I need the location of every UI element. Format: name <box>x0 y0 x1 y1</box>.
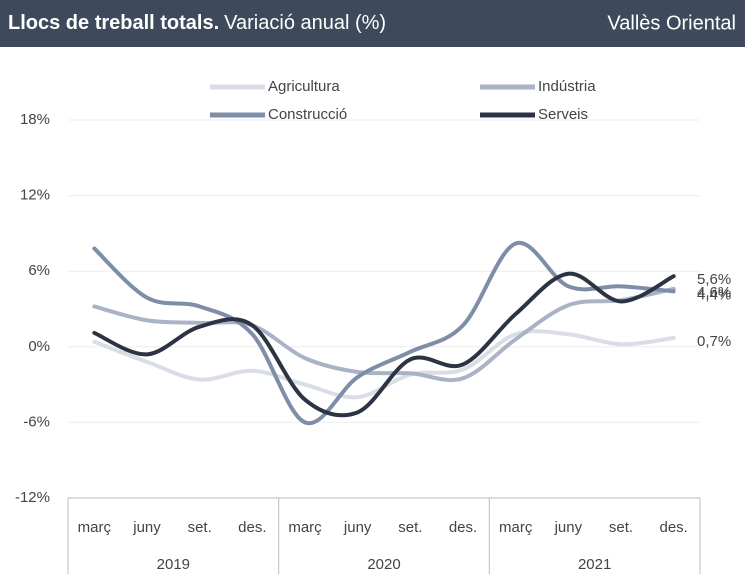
x-tick-label: des. <box>659 519 687 536</box>
x-tick-label: set. <box>188 519 212 536</box>
x-tick-label: des. <box>449 519 477 536</box>
y-tick-label: -12% <box>15 489 50 506</box>
region: Vallès Oriental <box>607 12 736 34</box>
y-tick-label: -6% <box>23 413 50 430</box>
y-tick-label: 6% <box>28 262 50 279</box>
series-line <box>92 271 676 418</box>
series-line <box>92 240 676 426</box>
x-tick-label: set. <box>398 519 422 536</box>
header-text: Llocs de treball totals. Variació anual (… <box>8 12 386 34</box>
value-label: 4,6% <box>697 284 731 301</box>
x-tick-label: març <box>499 519 533 536</box>
x-tick-label: març <box>288 519 322 536</box>
year-label: 2020 <box>367 556 400 573</box>
value-label: 0,7% <box>697 333 731 350</box>
y-tick-label: 0% <box>28 338 50 355</box>
x-tick-label: juny <box>132 519 161 536</box>
legend-label: Indústria <box>538 78 596 95</box>
header-bar <box>0 0 745 47</box>
year-label: 2021 <box>578 556 611 573</box>
x-tick-label: juny <box>343 519 372 536</box>
y-tick-label: 18% <box>20 111 50 128</box>
y-tick-label: 12% <box>20 187 50 204</box>
series-line <box>92 286 676 383</box>
legend-label: Construcció <box>268 106 347 123</box>
legend-label: Serveis <box>538 106 588 123</box>
x-tick-label: des. <box>238 519 266 536</box>
x-tick-label: juny <box>554 519 583 536</box>
value-label: 5,6% <box>697 271 731 288</box>
value-label: 4,4% <box>697 286 731 303</box>
x-tick-label: març <box>78 519 112 536</box>
x-tick-label: set. <box>609 519 633 536</box>
chart-subtitle: Variació anual (%) <box>224 12 386 34</box>
legend-label: Agricultura <box>268 78 340 95</box>
chart-title: Llocs de treball totals. <box>8 12 219 34</box>
year-label: 2019 <box>157 556 190 573</box>
